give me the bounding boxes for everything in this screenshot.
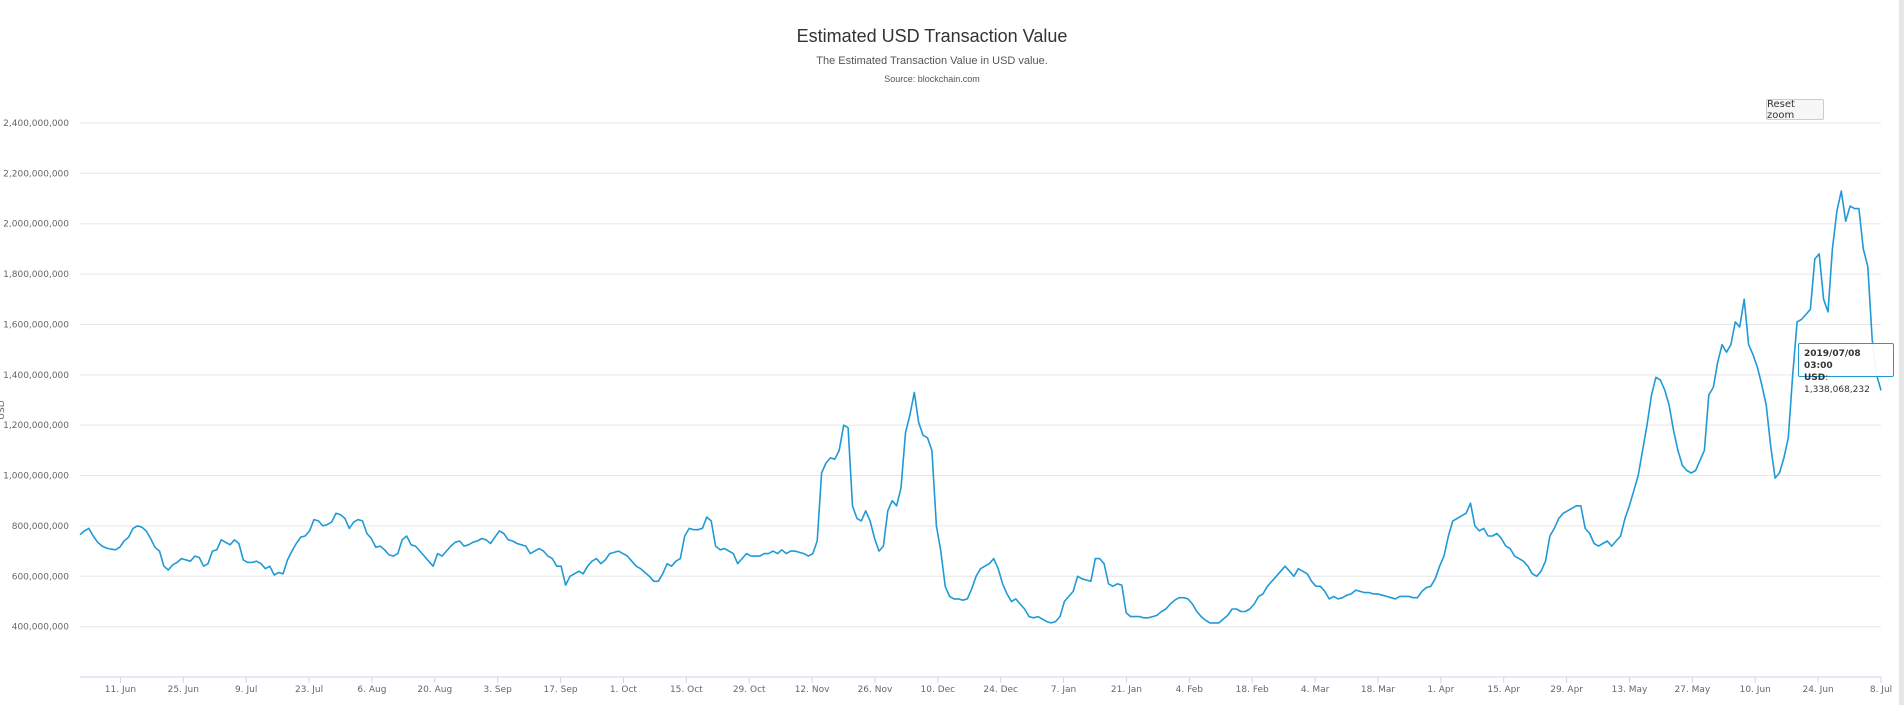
y-axis-title: USD [0,400,7,419]
reset-zoom-button[interactable]: Reset zoom [1766,99,1824,121]
tooltip-series-label: USD [1804,373,1826,383]
svg-text:17. Sep: 17. Sep [543,685,577,695]
svg-text:24. Jun: 24. Jun [1802,685,1833,695]
svg-text:23. Jul: 23. Jul [295,685,323,695]
svg-text:12. Nov: 12. Nov [795,685,830,695]
page-scrollbar[interactable] [1899,0,1904,705]
x-axis: 11. Jun 25. Jun 9. Jul 23. Jul 6. Aug 20. Aug… [80,676,1892,695]
series-line-usd[interactable] [79,190,1882,624]
svg-text:25. Jun: 25. Jun [168,685,199,695]
svg-text:10. Dec: 10. Dec [921,685,956,695]
y-axis: 400,000,000 600,000,000 800,000,000 1,000,0… [3,119,69,633]
svg-text:26. Nov: 26. Nov [858,685,893,695]
svg-text:27. May: 27. May [1674,685,1710,695]
tooltip-value-row: USD: 1,338,068,232 [1804,373,1870,395]
svg-text:1,600,000,000: 1,600,000,000 [3,320,69,330]
svg-text:1,400,000,000: 1,400,000,000 [3,371,69,381]
tooltip-date: 2019/07/08 03:00 [1804,349,1861,371]
svg-text:1. Oct: 1. Oct [610,685,637,695]
svg-text:4. Mar: 4. Mar [1301,685,1330,695]
svg-text:800,000,000: 800,000,000 [12,522,70,532]
svg-text:1,800,000,000: 1,800,000,000 [3,270,69,280]
svg-text:29. Apr: 29. Apr [1550,685,1583,695]
svg-text:1. Apr: 1. Apr [1427,685,1454,695]
svg-text:24. Dec: 24. Dec [983,685,1018,695]
svg-text:18. Feb: 18. Feb [1236,685,1269,695]
svg-text:400,000,000: 400,000,000 [12,623,70,633]
svg-text:21. Jan: 21. Jan [1111,685,1142,695]
svg-text:600,000,000: 600,000,000 [12,572,70,582]
svg-text:3. Sep: 3. Sep [483,685,512,695]
svg-text:4. Feb: 4. Feb [1176,685,1204,695]
svg-text:1,200,000,000: 1,200,000,000 [3,421,69,431]
svg-text:11. Jun: 11. Jun [105,685,136,695]
svg-text:18. Mar: 18. Mar [1361,685,1395,695]
svg-text:6. Aug: 6. Aug [357,685,386,695]
gridlines [80,122,1881,628]
svg-text:15. Apr: 15. Apr [1487,685,1520,695]
chart-title: Estimated USD Transaction Value [796,26,1068,46]
chart-subtitle: The Estimated Transaction Value in USD v… [816,55,1048,67]
svg-text:10. Jun: 10. Jun [1740,685,1771,695]
svg-text:7. Jan: 7. Jan [1051,685,1076,695]
svg-text:9. Jul: 9. Jul [235,685,257,695]
svg-text:29. Oct: 29. Oct [733,685,766,695]
svg-text:1,000,000,000: 1,000,000,000 [3,472,69,482]
svg-text:2,000,000,000: 2,000,000,000 [3,220,69,230]
tooltip-value: 1,338,068,232 [1804,385,1870,395]
svg-text:20. Aug: 20. Aug [417,685,452,695]
svg-text:15. Oct: 15. Oct [670,685,703,695]
svg-text:2,200,000,000: 2,200,000,000 [3,169,69,179]
chart-source: Source: blockchain.com [884,74,980,84]
svg-text:2,400,000,000: 2,400,000,000 [3,119,69,129]
svg-text:13. May: 13. May [1612,685,1648,695]
svg-text:8. Jul: 8. Jul [1870,685,1892,695]
data-tooltip: 2019/07/08 03:00 USD: 1,338,068,232 [1798,343,1894,395]
